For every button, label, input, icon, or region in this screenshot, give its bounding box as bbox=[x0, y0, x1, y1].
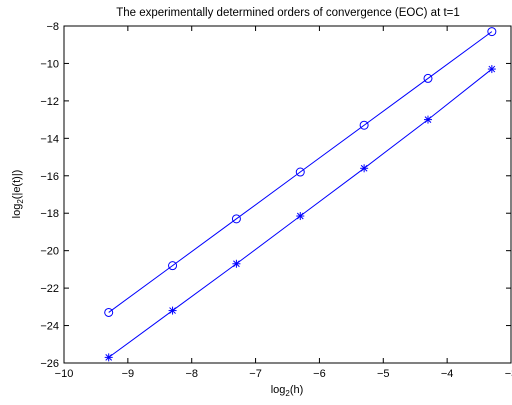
asterisk-marker bbox=[168, 306, 177, 315]
asterisk-marker bbox=[423, 115, 432, 124]
x-axis-label-base: log bbox=[271, 384, 286, 396]
x-tick-label: −5 bbox=[377, 368, 390, 380]
y-tick-label: −8 bbox=[46, 21, 59, 33]
asterisk-stroke bbox=[105, 354, 113, 361]
asterisk-stroke bbox=[296, 212, 304, 220]
circle-marker bbox=[359, 120, 369, 130]
series-layer bbox=[104, 27, 497, 362]
x-axis-label-subscript: 2 bbox=[285, 389, 290, 398]
series-line bbox=[108, 31, 493, 313]
axes-box bbox=[63, 25, 512, 364]
x-axis-label: log2(h) bbox=[271, 384, 304, 398]
y-tick-label: −14 bbox=[40, 133, 59, 145]
x-axis: −10 −9 −8 −7 −6 −5 −4 −3 bbox=[55, 26, 512, 380]
y-axis: −26 −24 −22 −20 −18 −16 −14 −12 −10 −8 bbox=[40, 21, 511, 370]
y-tick-label: −16 bbox=[40, 171, 59, 183]
y-axis-label-subscript: 2 bbox=[16, 199, 25, 204]
circle-marker bbox=[487, 27, 497, 37]
x-tick-label: −8 bbox=[185, 368, 198, 380]
y-tick-label: −22 bbox=[40, 283, 59, 295]
plot-area bbox=[64, 26, 511, 363]
circle-marker bbox=[104, 307, 114, 317]
asterisk-stroke bbox=[169, 307, 176, 314]
x-tick-label: −6 bbox=[313, 368, 326, 380]
y-axis-label-base: log bbox=[11, 204, 23, 219]
asterisk-marker bbox=[487, 65, 496, 74]
y-tick-label: −24 bbox=[40, 321, 59, 333]
asterisk-marker bbox=[232, 259, 241, 268]
asterisk-marker bbox=[360, 164, 369, 173]
x-tick-label: −4 bbox=[441, 368, 454, 380]
chart-title: The experimentally determined orders of … bbox=[116, 7, 460, 19]
y-axis-label-rest: (|e(t)|) bbox=[11, 170, 23, 200]
y-tick-label: −20 bbox=[40, 246, 59, 258]
y-tick-label: −26 bbox=[40, 358, 59, 370]
asterisk-stroke bbox=[488, 65, 496, 73]
x-axis-label-rest: (h) bbox=[290, 384, 303, 396]
circle-marker bbox=[295, 167, 305, 177]
x-tick-label: −10 bbox=[55, 368, 74, 380]
circle-marker bbox=[231, 214, 241, 224]
series-1-circle bbox=[104, 27, 497, 317]
asterisk-stroke bbox=[233, 260, 240, 268]
x-tick-label: −3 bbox=[505, 368, 512, 380]
x-tick-label: −9 bbox=[122, 368, 135, 380]
circle-marker bbox=[168, 261, 178, 271]
y-tick-label: −18 bbox=[40, 208, 59, 220]
asterisk-marker bbox=[296, 212, 305, 221]
asterisk-marker bbox=[104, 353, 113, 362]
y-tick-label: −12 bbox=[40, 96, 59, 108]
y-tick-label: −10 bbox=[40, 58, 59, 70]
x-tick-label: −7 bbox=[249, 368, 262, 380]
circle-marker bbox=[423, 73, 433, 83]
asterisk-stroke bbox=[360, 164, 368, 172]
asterisk-stroke bbox=[424, 116, 432, 123]
y-axis-label: log2(|e(t)|) bbox=[11, 170, 25, 219]
series-2-asterisk bbox=[104, 65, 496, 362]
